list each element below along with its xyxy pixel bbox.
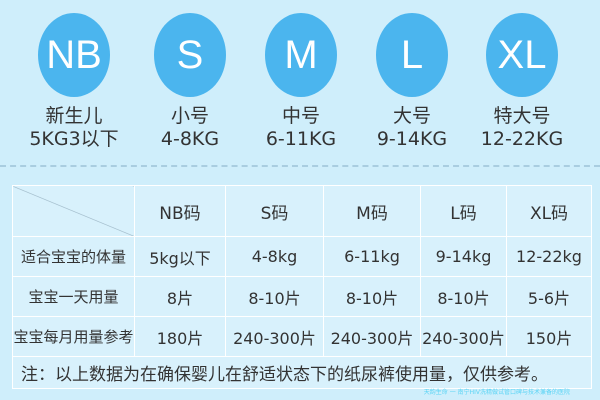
size-label: 中号 6-11KG [246,105,356,151]
table-cell: 9-14kg [420,236,507,277]
table-cell: 8-10片 [225,276,324,317]
header-cell: S码 [225,185,324,237]
table-cell: 8-10片 [323,276,421,317]
table-cell: 240-300片 [225,316,324,357]
row-label: 宝宝一天用量 [12,276,135,317]
size-label: 大号 9-14KG [357,105,467,151]
header-cell: NB码 [134,185,226,237]
table-header-row: NB码 S码 M码 L码 XL码 [12,185,592,237]
table-cell: 6-11kg [323,236,421,277]
table-cell: 240-300片 [420,316,507,357]
size-range: 4-8KG [160,128,220,150]
row-label: 适合宝宝的体量 [12,236,135,277]
size-range: 5KG3以下 [29,128,119,150]
watermark: 天韵生命 一 南宁HIV洗精做试管口碑与技术兼备的医院 [423,389,570,396]
table-cell: 240-300片 [323,316,421,357]
table-cell: 8片 [134,276,226,317]
size-name: 特大号 [493,105,551,127]
size-name: 中号 [281,105,320,127]
size-circle-l: L [376,13,448,97]
table-cell: 5kg以下 [134,236,226,277]
table-cell: 180片 [134,316,226,357]
size-label: 小号 4-8KG [135,105,245,151]
header-cell: L码 [420,185,507,237]
size-range: 6-11KG [265,128,337,150]
note-row: 注：以上数据为在确保婴儿在舒适状态下的纸尿裤使用量，仅供参考。 [12,356,592,389]
size-circle-s: S [154,13,226,97]
usage-table: NB码 S码 M码 L码 XL码 适合宝宝的体量 5kg以下 4-8kg 6-1… [12,185,592,389]
size-circle-nb: NB [38,13,110,97]
table-row: 宝宝每月用量参考 180片 240-300片 240-300片 240-300片… [12,316,592,357]
size-name: 大号 [392,105,431,127]
table-row: 宝宝一天用量 8片 8-10片 8-10片 8-10片 5-6片 [12,276,592,317]
size-label: 新生儿 5KG3以下 [19,105,129,151]
size-name: 小号 [170,105,209,127]
size-circle-m: M [265,13,337,97]
size-label: 特大号 12-22KG [467,105,577,151]
table-row: 适合宝宝的体量 5kg以下 4-8kg 6-11kg 9-14kg 12-22k… [12,236,592,277]
size-name: 新生儿 [45,105,103,127]
table-cell: 12-22kg [506,236,592,277]
size-range: 12-22KG [480,128,564,150]
table-cell: 4-8kg [225,236,324,277]
header-cell: M码 [323,185,421,237]
note-text: 注：以上数据为在确保婴儿在舒适状态下的纸尿裤使用量，仅供参考。 [12,356,592,389]
diagonal-header-cell [12,185,135,237]
dashed-divider [0,165,600,167]
row-label: 宝宝每月用量参考 [12,316,135,357]
size-circle-xl: XL [486,13,558,97]
table-cell: 150片 [506,316,592,357]
table-cell: 5-6片 [506,276,592,317]
header-cell: XL码 [506,185,592,237]
size-range: 9-14KG [376,128,448,150]
table-cell: 8-10片 [420,276,507,317]
